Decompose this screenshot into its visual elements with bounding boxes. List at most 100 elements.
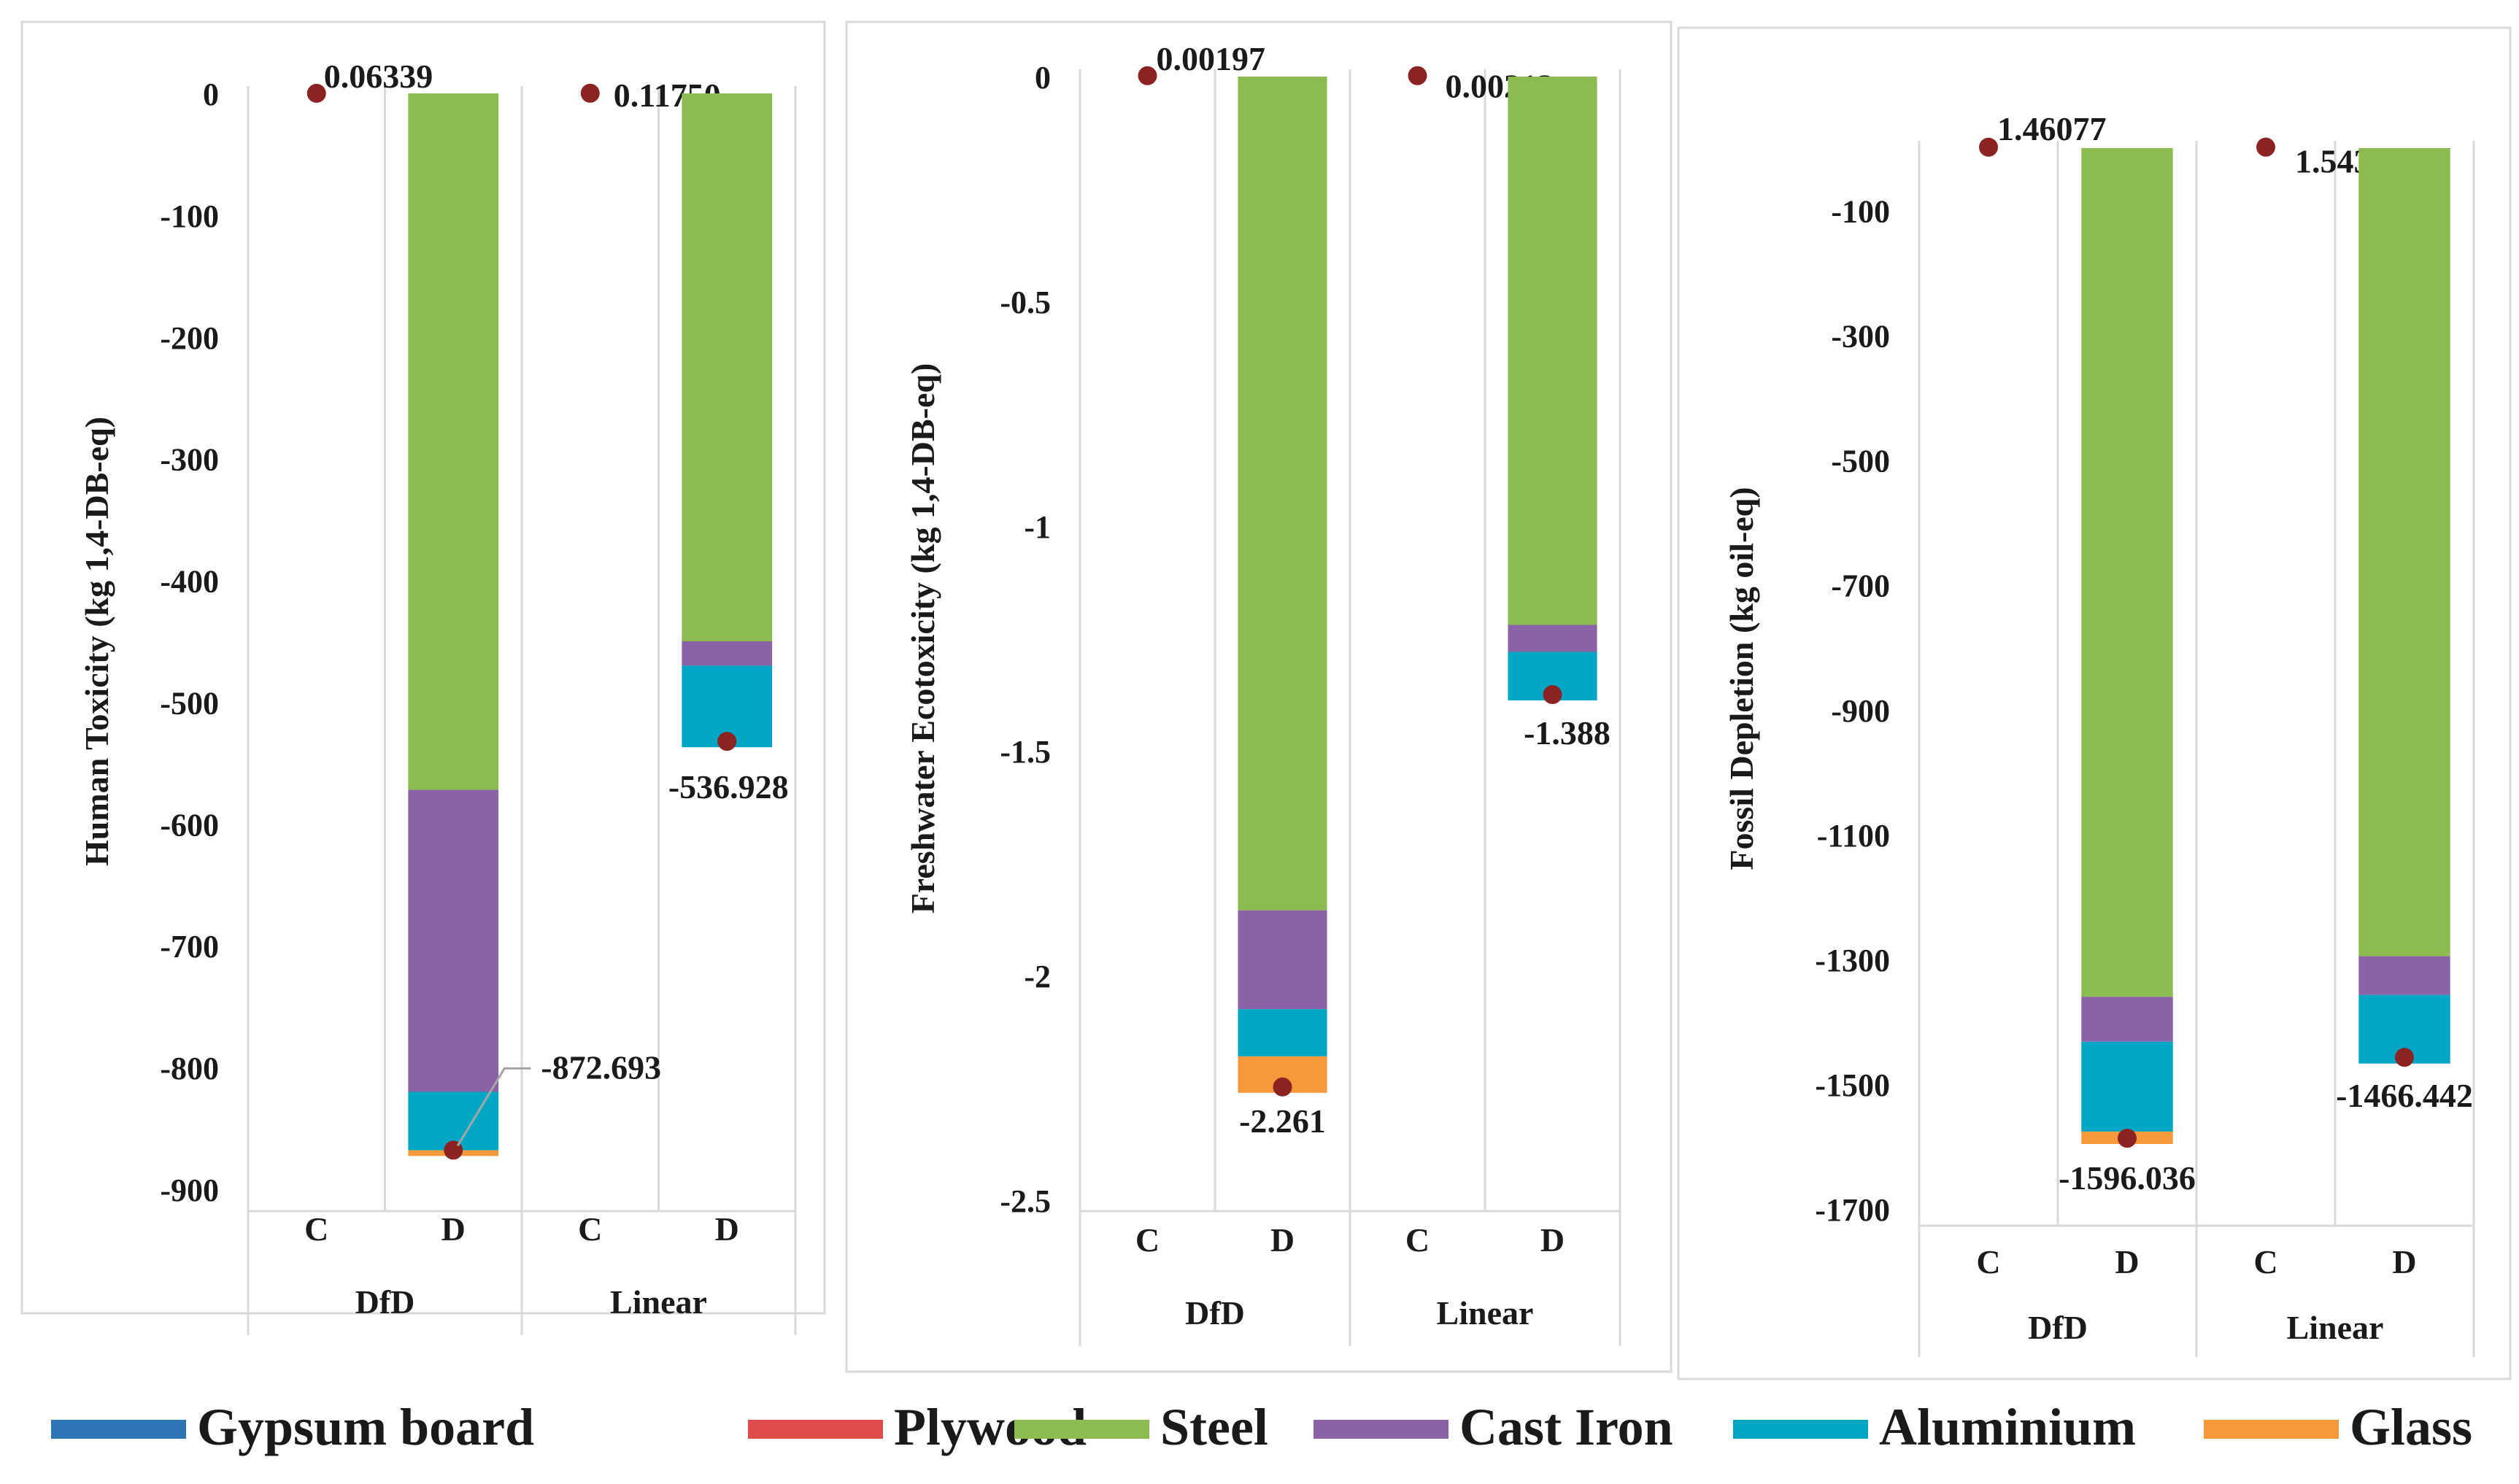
x-category-label: C (578, 1210, 602, 1248)
x-group-label: DfD (2028, 1309, 2088, 1346)
bar-segment-cast-iron (2081, 997, 2173, 1042)
total-value-label: -1466.442 (2336, 1077, 2473, 1114)
y-tick-label: -500 (1831, 444, 1890, 479)
total-marker (717, 732, 737, 751)
legend-label: Glass (2350, 1398, 2472, 1456)
panel-freshwater-ecotoxicity: 0 -0.5 -1 -1.5 -2 -2.5 Freshwater Ecotoxicity … (845, 20, 1673, 1373)
y-tick-label: -0.5 (1000, 285, 1051, 320)
total-marker (1979, 137, 1998, 157)
total-marker (1138, 66, 1157, 85)
bar-segment-steel (1238, 77, 1327, 911)
y-tick-label: -800 (160, 1051, 219, 1086)
total-marker (2395, 1048, 2414, 1067)
total-marker (2118, 1129, 2137, 1148)
total-marker (580, 83, 600, 103)
bar-segment-cast-iron (682, 641, 773, 666)
y-tick-label: -1 (1024, 509, 1051, 545)
label-leader-line (456, 1067, 531, 1147)
y-tick-label: -1300 (1815, 943, 1890, 978)
y-tick-label: -100 (160, 198, 219, 234)
y-tick-label: -1700 (1815, 1192, 1890, 1228)
y-tick-label: -400 (160, 564, 219, 600)
panel-fossil-depletion: -100 -300 -500 -700 -900 -1100 -1300 -1500 -1700… (1677, 26, 2512, 1380)
x-group-label: DfD (355, 1283, 415, 1321)
x-category-label: D (441, 1210, 466, 1248)
x-category-label: D (1270, 1221, 1295, 1259)
y-axis-title: Fossil Depletion (kg oil-eq) (1723, 487, 1760, 870)
y-tick-label: -100 (1831, 194, 1890, 230)
y-tick-label: -700 (160, 929, 219, 965)
x-group-label: DfD (1185, 1294, 1245, 1332)
x-category-label: D (715, 1210, 739, 1248)
bar-segment-steel (408, 93, 499, 790)
bar-segment-steel (682, 93, 773, 641)
total-marker (2256, 137, 2275, 157)
total-value-label: -2.261 (1239, 1102, 1326, 1140)
bar-segment-cast-iron (1508, 625, 1597, 652)
bar-segment-aluminium (1238, 1009, 1327, 1056)
x-category-label: D (2392, 1243, 2416, 1280)
y-axis-title: Human Toxicity (kg 1,4-DB-eq) (78, 417, 115, 866)
y-tick-label: -500 (160, 685, 219, 721)
legend-label: Aluminium (1879, 1398, 2136, 1456)
bar-segment-steel (2081, 148, 2173, 997)
y-tick-label: -900 (160, 1172, 219, 1208)
legend-swatch-cast-iron (1313, 1420, 1448, 1439)
x-group-label: Linear (1437, 1294, 1534, 1332)
legend-swatch-gypsum-board (51, 1420, 186, 1439)
x-group-label: Linear (610, 1283, 707, 1321)
total-marker (1543, 685, 1562, 705)
y-axis-title: Freshwater Ecotoxicity (kg 1,4-DB-eq) (904, 363, 941, 914)
total-value-label: 0.06339 (324, 58, 433, 95)
y-tick-label: -600 (160, 807, 219, 843)
y-tick-label: -700 (1831, 568, 1890, 604)
bar-segment-steel (2358, 148, 2450, 957)
y-tick-label: -1100 (1817, 818, 1890, 854)
panel-frame (845, 20, 1673, 1373)
y-tick-label: -300 (1831, 319, 1890, 355)
total-value-label: -1.388 (1524, 714, 1610, 751)
y-tick-label: -300 (160, 442, 219, 478)
y-tick-label: 0 (203, 77, 219, 112)
total-marker (306, 83, 326, 103)
x-category-label: C (2253, 1243, 2277, 1280)
panel-frame (20, 20, 826, 1315)
legend-swatch-aluminium (1733, 1420, 1868, 1439)
y-tick-label: -200 (160, 320, 219, 356)
panel-frame (1677, 26, 2512, 1380)
total-value-label: -1596.036 (2059, 1159, 2196, 1197)
x-category-label: D (2115, 1243, 2139, 1280)
total-marker (1273, 1077, 1292, 1097)
x-category-label: D (1540, 1221, 1565, 1259)
x-category-label: C (1405, 1221, 1430, 1259)
y-tick-label: 0 (1035, 60, 1051, 96)
y-tick-label: -1.5 (1000, 734, 1051, 770)
x-category-label: C (304, 1210, 328, 1248)
bar-segment-steel (1508, 77, 1597, 625)
legend-swatch-glass (2204, 1420, 2339, 1439)
bar-segment-cast-iron (408, 789, 499, 1092)
legend-label: Gypsum board (197, 1398, 534, 1456)
bar-segment-cast-iron (2358, 956, 2450, 995)
total-value-label: 0.00197 (1157, 40, 1266, 77)
total-marker (1408, 66, 1427, 85)
legend: Gypsum board Plywood Steel Cast Iron Alumini… (51, 1398, 2472, 1456)
bar-segment-aluminium (2081, 1041, 2173, 1132)
total-value-label: -536.928 (668, 768, 789, 805)
y-tick-label: -2.5 (1000, 1183, 1051, 1219)
y-tick-label: -900 (1831, 693, 1890, 729)
legend-swatch-steel (1014, 1420, 1149, 1439)
total-value-label: 1.46077 (1997, 110, 2107, 147)
x-category-label: C (1135, 1221, 1160, 1259)
x-group-label: Linear (2287, 1309, 2384, 1346)
panel-human-toxicity: 0 -100 -200 -300 -400 -500 -600 -700 -800 -900 Hum… (20, 20, 826, 1335)
legend-label: Cast Iron (1459, 1398, 1673, 1456)
y-tick-label: -1500 (1815, 1067, 1890, 1103)
y-tick-label: -2 (1024, 959, 1051, 994)
legend-swatch-plywood (748, 1420, 883, 1439)
bar-segment-cast-iron (1238, 910, 1327, 1010)
total-value-label: -872.693 (541, 1048, 661, 1086)
legend-label: Steel (1160, 1398, 1268, 1456)
x-category-label: C (1976, 1243, 2000, 1280)
